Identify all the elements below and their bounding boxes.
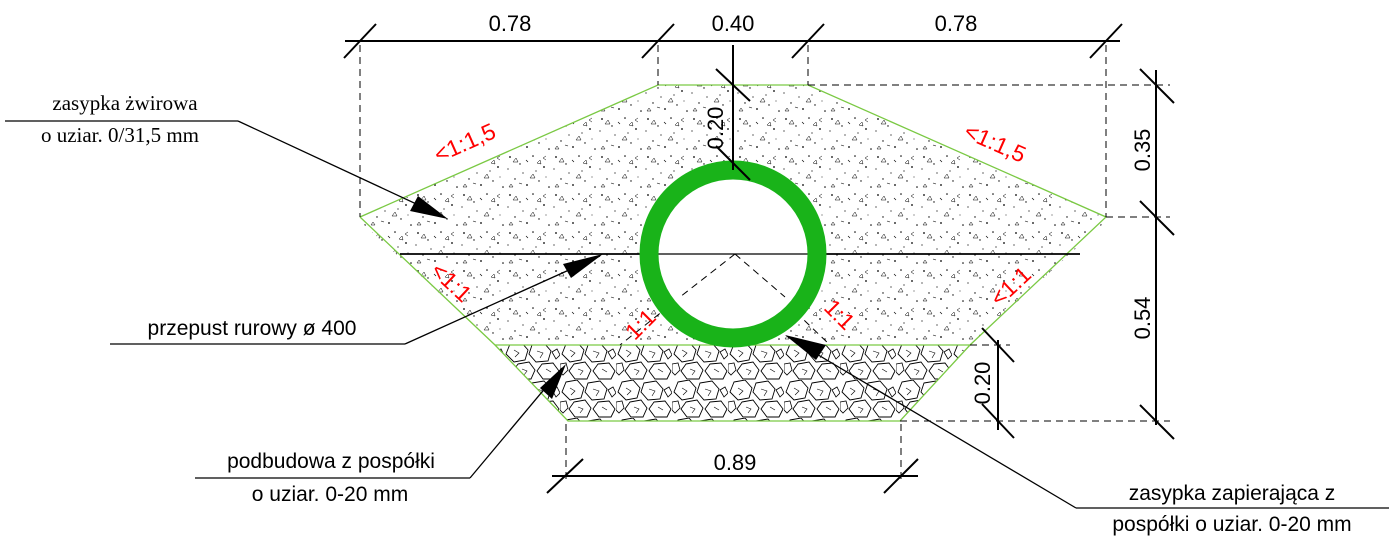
label-base-1: podbudowa z pospółki bbox=[227, 450, 435, 473]
base-layer-region bbox=[495, 345, 970, 421]
label-pipe-culvert: przepust rurowy ø 400 bbox=[148, 317, 357, 340]
right-tick-1 bbox=[1139, 68, 1175, 104]
right-tick-3 bbox=[1139, 404, 1175, 440]
top-tick-3 bbox=[791, 23, 825, 59]
label-gravel-fill-1: zasypka żwirowa bbox=[52, 91, 198, 115]
top-tick-1 bbox=[343, 23, 377, 59]
label-locking-fill-2: pospółki o uziar. 0-20 mm bbox=[1112, 513, 1351, 536]
dim-right-upper: 0.35 bbox=[1130, 129, 1155, 172]
dim-top-right: 0.78 bbox=[935, 11, 978, 36]
dim-top-middle: 0.40 bbox=[712, 11, 755, 36]
right-tick-2 bbox=[1139, 200, 1175, 236]
leader-locking-arrow bbox=[785, 335, 826, 360]
dim-top-left: 0.78 bbox=[489, 11, 532, 36]
leader-gravel-arrow bbox=[410, 196, 448, 219]
leader-gravel-line bbox=[237, 120, 441, 216]
dim-right-lower: 0.54 bbox=[1130, 297, 1155, 340]
top-tick-2 bbox=[641, 23, 675, 59]
label-base-2: o uziar. 0-20 mm bbox=[252, 483, 408, 506]
leader-base-arrow bbox=[540, 364, 566, 399]
cover-tick-top bbox=[715, 68, 751, 102]
cover-tick-bottom bbox=[715, 145, 751, 181]
base-tick-bottom bbox=[981, 403, 1015, 439]
leader-pipe-arrow bbox=[563, 254, 603, 278]
dim-base-height: 0.20 bbox=[970, 362, 995, 405]
leader-locking-line bbox=[787, 336, 1077, 509]
label-gravel-fill-2: o uziar. 0/31,5 mm bbox=[41, 123, 199, 147]
dim-bottom-width: 0.89 bbox=[714, 450, 757, 475]
top-tick-4 bbox=[1089, 23, 1123, 59]
label-locking-fill-1: zasypka zapierająca z bbox=[1129, 482, 1336, 505]
bottom-tick-left bbox=[546, 458, 584, 494]
pipe-inner-dash-right bbox=[734, 253, 786, 298]
dim-cover-height: 0.20 bbox=[703, 107, 728, 150]
